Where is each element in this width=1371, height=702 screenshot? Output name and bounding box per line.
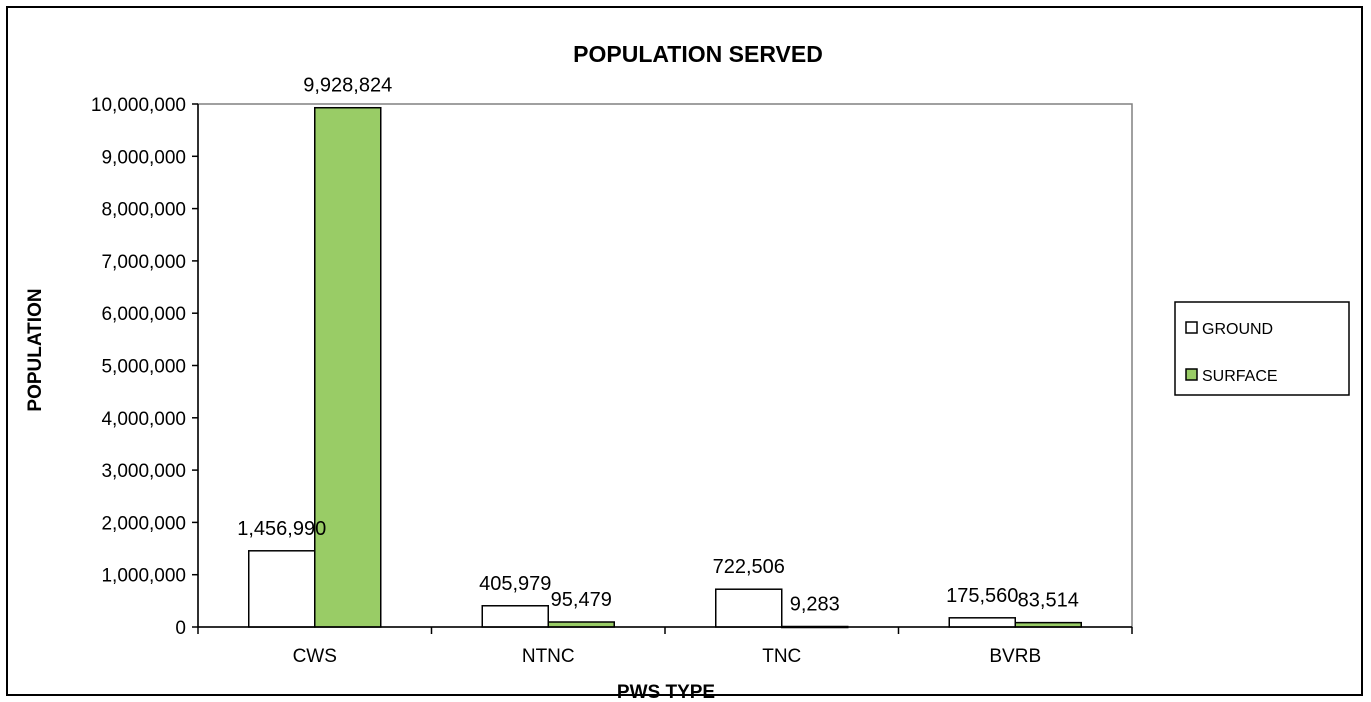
y-axis-title: POPULATION [25, 288, 46, 411]
bar-ground-ntnc [481, 605, 549, 628]
data-label-surface-bvrb: 83,514 [1018, 590, 1079, 612]
x-tick-label-bvrb: BVRB [989, 646, 1041, 667]
x-tick-label-ntnc: NTNC [522, 646, 575, 667]
bar-ground-tnc [715, 588, 783, 628]
bar-surface-cws [314, 106, 382, 628]
y-tick-label: 10,000,000 [91, 95, 186, 116]
y-axis: 0 1,000,000 2,000,000 3,000,000 4,000,000 5,0… [91, 95, 198, 639]
data-label-ground-cws: 1,456,990 [237, 518, 326, 540]
legend-box [1174, 301, 1350, 396]
legend-label-ground: GROUND [1202, 321, 1273, 338]
y-tick-label: 6,000,000 [101, 304, 186, 325]
y-tick-label: 9,000,000 [101, 147, 186, 168]
chart-title: POPULATION SERVED [573, 41, 823, 67]
legend: GROUND SURFACE [1174, 301, 1350, 396]
y-tick-label: 7,000,000 [101, 252, 186, 273]
data-label-ground-bvrb: 175,560 [946, 585, 1018, 607]
legend-label-surface: SURFACE [1202, 368, 1278, 385]
data-label-surface-cws: 9,928,824 [303, 75, 392, 97]
bar-ground-cws [248, 550, 316, 628]
data-label-ground-tnc: 722,506 [713, 556, 785, 578]
y-tick-label: 4,000,000 [101, 409, 186, 430]
data-label-surface-ntnc: 95,479 [551, 589, 612, 611]
y-tick-label: 2,000,000 [101, 513, 186, 534]
x-axis-title: PWS TYPE [617, 682, 715, 702]
bar-ground-bvrb [948, 617, 1016, 628]
y-tick-label: 3,000,000 [101, 461, 186, 482]
y-tick-label: 5,000,000 [101, 357, 186, 378]
x-tick-label-cws: CWS [293, 646, 337, 667]
data-label-surface-tnc: 9,283 [790, 594, 840, 616]
y-tick-label: 0 [175, 618, 186, 639]
y-tick-label: 1,000,000 [101, 566, 186, 587]
legend-swatch-surface [1185, 368, 1198, 381]
data-label-ground-ntnc: 405,979 [479, 573, 551, 595]
legend-swatch-ground [1185, 321, 1198, 334]
x-axis: CWS NTNC TNC BVRB [197, 627, 1133, 667]
x-tick-label-tnc: TNC [762, 646, 801, 667]
y-tick-label: 8,000,000 [101, 200, 186, 221]
bars [248, 106, 1082, 629]
